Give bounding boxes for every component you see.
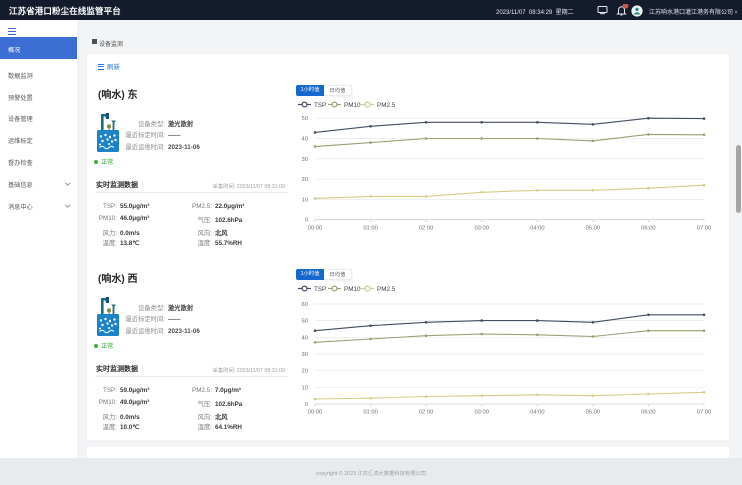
svg-text:01:00: 01:00	[363, 410, 378, 416]
svg-text:06:00: 06:00	[641, 410, 656, 416]
svg-text:40: 40	[302, 335, 308, 341]
svg-text:04:00: 04:00	[530, 410, 545, 416]
svg-text:01:00: 01:00	[363, 226, 378, 232]
svg-text:02:00: 02:00	[419, 226, 434, 232]
svg-text:07:00: 07:00	[697, 410, 712, 416]
svg-text:05:00: 05:00	[586, 410, 601, 416]
svg-text:PM10: PM10	[344, 286, 361, 293]
svg-text:TSP: TSP	[314, 286, 326, 293]
svg-text:40: 40	[302, 137, 308, 143]
svg-text:TSP: TSP	[314, 102, 326, 109]
svg-text:00:00: 00:00	[308, 226, 323, 232]
svg-text:PM2.5: PM2.5	[377, 102, 396, 109]
svg-text:0: 0	[305, 218, 308, 224]
svg-text:10: 10	[302, 197, 308, 203]
svg-text:06:00: 06:00	[641, 226, 656, 232]
svg-text:02:00: 02:00	[419, 410, 434, 416]
svg-text:07:00: 07:00	[697, 226, 712, 232]
svg-text:30: 30	[302, 157, 308, 163]
svg-text:10: 10	[302, 385, 308, 391]
svg-text:03:00: 03:00	[474, 410, 489, 416]
svg-text:20: 20	[302, 369, 308, 375]
svg-text:50: 50	[302, 319, 308, 325]
svg-text:20: 20	[302, 177, 308, 183]
svg-text:PM10: PM10	[344, 102, 361, 109]
svg-text:05:00: 05:00	[586, 226, 601, 232]
svg-text:04:00: 04:00	[530, 226, 545, 232]
svg-text:00:00: 00:00	[308, 410, 323, 416]
svg-text:50: 50	[302, 116, 308, 122]
svg-text:PM2.5: PM2.5	[377, 286, 396, 293]
svg-text:60: 60	[302, 302, 308, 308]
svg-text:03:00: 03:00	[474, 226, 489, 232]
svg-text:0: 0	[305, 402, 308, 408]
svg-text:30: 30	[302, 352, 308, 358]
